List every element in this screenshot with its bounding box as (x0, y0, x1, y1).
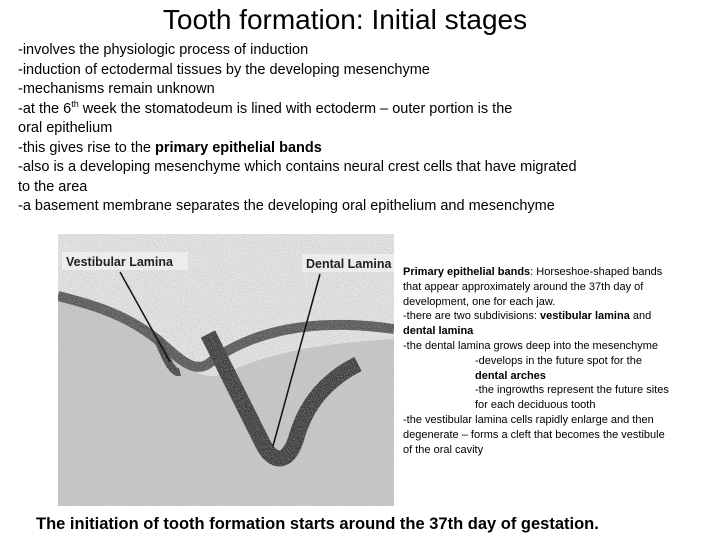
grain (58, 234, 394, 506)
text-segment: -mechanisms remain unknown (18, 81, 215, 97)
text-segment: th (71, 98, 79, 109)
text-segment: development, one for each jaw. (403, 295, 556, 308)
text-segment: -involves the physiologic process of ind… (18, 42, 309, 58)
caption: The initiation of tooth formation starts… (36, 515, 599, 533)
text-line: -involves the physiologic process of ind… (18, 41, 577, 61)
text-line: -this gives rise to the primary epitheli… (18, 139, 577, 159)
text-line: oral epithelium (18, 119, 577, 139)
label-bg (302, 254, 394, 272)
pointer-line (119, 271, 171, 363)
text-segment: dental arches (475, 369, 546, 382)
pointer-line (272, 273, 321, 447)
text-segment: primary epithelial bands (155, 139, 322, 156)
text-line: -the vestibular lamina cells rapidly enl… (403, 413, 669, 428)
text-line: -the dental lamina grows deep into the m… (403, 339, 669, 354)
notes-text: Primary epithelial bands: Horseshoe-shap… (403, 265, 669, 457)
text-line: Primary epithelial bands: Horseshoe-shap… (403, 265, 669, 280)
text-segment: -the dental lamina grows deep into the m… (403, 339, 658, 352)
text-line: development, one for each jaw. (403, 295, 669, 310)
text-line: -at the 6th week the stomatodeum is line… (18, 98, 577, 120)
text-segment: -there are two subdivisions: (403, 310, 540, 323)
text-segment: and (629, 310, 652, 323)
text-segment: -develops in the future spot for the (475, 354, 642, 367)
label-bg (62, 252, 188, 270)
text-segment: vestibular lamina (539, 310, 630, 323)
text-line: dental lamina (403, 324, 669, 339)
text-line: to the area (18, 178, 577, 198)
text-segment: oral epithelium (18, 120, 113, 136)
text-line: for each deciduous tooth (403, 398, 669, 413)
text-segment: week the stomatodeum is lined with ectod… (78, 100, 513, 117)
text-line: -there are two subdivisions: vestibular … (403, 309, 669, 324)
text-line: -develops in the future spot for the (403, 354, 669, 369)
text-segment: -this gives rise to the (18, 139, 155, 156)
text-segment: of the oral cavity (403, 443, 484, 456)
text-segment: to the area (18, 178, 88, 195)
text-line: -a basement membrane separates the devel… (18, 197, 577, 217)
text-line: -mechanisms remain unknown (18, 80, 577, 100)
text-segment: : Horseshoe-shaped bands (530, 266, 663, 278)
text-segment: degenerate – forms a cleft that becomes … (403, 428, 665, 441)
text-line: -induction of ectodermal tissues by the … (18, 61, 577, 81)
text-segment: dental lamina (403, 325, 474, 338)
text-segment: -at the 6 (18, 100, 72, 117)
text-segment: -the ingrowths represent the future site… (475, 384, 669, 397)
text-segment: -induction of ectodermal tissues by the … (18, 61, 430, 78)
text-line: that appear approximately around the 37t… (403, 280, 669, 295)
text-segment: for each deciduous tooth (475, 399, 596, 412)
text-segment: Primary epithelial bands (403, 266, 531, 278)
micrograph: Vestibular Lamina Dental Lamina (58, 234, 394, 506)
intro-text: -involves the physiologic process of ind… (18, 41, 577, 217)
text-segment: -the vestibular lamina cells rapidly enl… (403, 413, 654, 426)
figure-label: Vestibular Lamina (66, 255, 174, 269)
text-segment: that appear approximately around the 37t… (403, 280, 644, 293)
text-segment: -also is a developing mesenchyme which c… (18, 159, 577, 175)
slide-title: Tooth formation: Initial stages (162, 4, 528, 35)
figure-label: Dental Lamina (306, 257, 392, 271)
text-line: degenerate – forms a cleft that becomes … (403, 428, 669, 443)
text-segment: -a basement membrane separates the devel… (18, 198, 555, 214)
text-line: dental arches (403, 369, 669, 384)
text-line: -also is a developing mesenchyme which c… (18, 158, 577, 178)
text-line: of the oral cavity (403, 443, 669, 458)
text-line: -the ingrowths represent the future site… (403, 383, 669, 398)
